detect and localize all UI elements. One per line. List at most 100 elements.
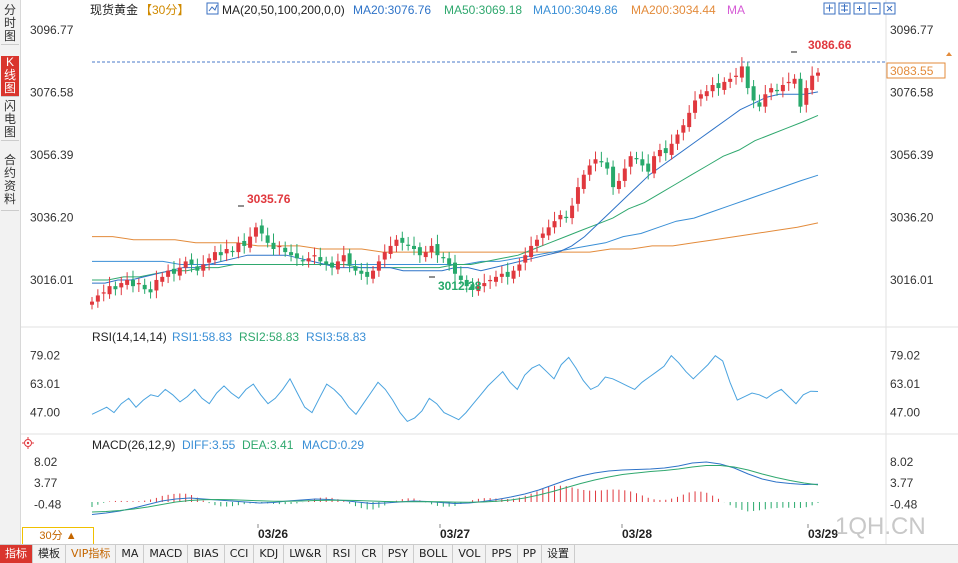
indicator-tab-7[interactable]: KDJ: [254, 545, 285, 563]
expand-icon[interactable]: [823, 2, 836, 15]
time-axis: 03/26 03/27 03/28 03/29: [257, 524, 838, 541]
candle: [148, 281, 153, 299]
indicator-tab-1[interactable]: 模板: [33, 545, 66, 563]
candle: [564, 210, 569, 223]
candle: [382, 244, 387, 268]
candle: [792, 74, 797, 89]
indicator-tab-3[interactable]: MA: [116, 545, 145, 563]
candle: [259, 219, 264, 242]
price-tick-left: 3096.77: [30, 23, 74, 37]
close-icon[interactable]: [883, 2, 896, 15]
candle: [171, 261, 176, 282]
rsi1-label: RSI1:58.83: [172, 330, 232, 344]
candle: [546, 219, 551, 241]
candle: [751, 80, 756, 109]
price-tick-left: 3056.39: [30, 148, 74, 162]
low-annotation: 3012.28: [438, 279, 482, 293]
indicator-tab-10[interactable]: CR: [356, 545, 383, 563]
indicator-tab-12[interactable]: BOLL: [414, 545, 454, 563]
tab-timeshare[interactable]: 分时图: [1, 4, 19, 45]
rsi-line: [91, 354, 819, 423]
time-tick: 03/27: [440, 527, 470, 541]
candle: [681, 119, 686, 141]
ma-legend-item: MA50:3069.18: [444, 3, 522, 17]
candle: [294, 244, 299, 267]
ma-settings-icon[interactable]: [206, 2, 219, 15]
candle: [335, 253, 340, 275]
candle: [534, 235, 539, 253]
kline-chart: 现货黄金 【30分】 MA(20,50,100,200,0,0) MA20:30…: [20, 0, 958, 544]
candle: [458, 266, 463, 285]
zoom-in-icon[interactable]: [853, 2, 866, 15]
macd-tick-left: 3.77: [34, 476, 58, 490]
indicator-tab-11[interactable]: PSY: [383, 545, 415, 563]
candle: [599, 151, 604, 167]
candle: [324, 256, 329, 271]
current-price-label: 3083.55: [890, 64, 934, 78]
grid-icon[interactable]: [838, 2, 851, 15]
candle: [330, 256, 335, 276]
indicator-tab-13[interactable]: VOL: [453, 545, 487, 563]
candle: [734, 67, 739, 85]
indicator-tab-15[interactable]: PP: [518, 545, 542, 563]
rsi-axis: 79.02 79.02 63.01 63.01 47.00 47.00: [30, 349, 920, 420]
candle: [581, 170, 586, 194]
mid-high-annotation: 3035.76: [247, 192, 291, 206]
rsi-tick-left: 63.01: [30, 377, 60, 391]
macd-tick-right: 3.77: [890, 476, 914, 490]
indicator-tab-0[interactable]: 指标: [0, 545, 33, 563]
candle: [464, 275, 469, 293]
caret-up-icon: ▲: [65, 530, 77, 542]
indicator-tab-14[interactable]: PPS: [486, 545, 518, 563]
rsi-tick-left: 79.02: [30, 349, 60, 363]
candle: [154, 270, 159, 299]
candle: [201, 255, 206, 277]
candle: [388, 236, 393, 259]
price-axis: 3096.77 3096.77 3076.58 3076.58 3056.39 3056.…: [30, 23, 934, 287]
candle: [119, 276, 124, 296]
indicator-tab-8[interactable]: LW&R: [284, 545, 328, 563]
price-tick-right: 3076.58: [890, 85, 934, 99]
indicator-tab-5[interactable]: BIAS: [188, 545, 225, 563]
candle: [236, 236, 241, 259]
candle: [242, 233, 247, 254]
candle: [634, 151, 639, 164]
candle: [558, 210, 563, 228]
indicator-tab-16[interactable]: 设置: [542, 545, 575, 563]
ma-legend-item: MA100:3049.86: [533, 3, 618, 17]
ma-legend: MA20:3076.76 MA50:3069.18 MA100:3049.86 MA2…: [353, 3, 745, 17]
candle: [453, 254, 457, 282]
symbol-name: 现货黄金: [90, 2, 138, 17]
price-arrow-icon: [946, 52, 952, 56]
tab-contract-info[interactable]: 合约资料: [1, 154, 19, 211]
candle: [341, 245, 346, 268]
candle: [646, 154, 651, 180]
candles: [90, 57, 820, 310]
macd-histogram: [91, 485, 819, 512]
period-selector[interactable]: 30分 ▲: [22, 527, 94, 545]
candle: [476, 278, 481, 296]
indicator-tab-4[interactable]: MACD: [144, 545, 189, 563]
candle: [300, 255, 305, 267]
candle: [628, 151, 633, 175]
candle: [224, 239, 229, 262]
tab-flash[interactable]: 闪电图: [1, 100, 19, 141]
macd-tick-left: 8.02: [34, 455, 58, 469]
rsi-tick-right: 79.02: [890, 349, 920, 363]
ma-params: MA(20,50,100,200,0,0): [222, 3, 345, 17]
candle: [511, 266, 516, 284]
macd-settings-icon[interactable]: [22, 437, 34, 449]
indicator-tab-9[interactable]: RSI: [327, 545, 357, 563]
candle: [353, 260, 358, 276]
zoom-out-icon[interactable]: [868, 2, 881, 15]
ma-legend-item: MA20:3076.76: [353, 3, 431, 17]
indicator-tab-6[interactable]: CCI: [225, 545, 255, 563]
candle: [652, 151, 657, 179]
ma-legend-item: MA: [727, 3, 745, 17]
candle: [435, 234, 440, 263]
indicator-tab-2[interactable]: VIP指标: [66, 545, 117, 563]
candle: [704, 84, 709, 101]
candle: [675, 129, 680, 150]
